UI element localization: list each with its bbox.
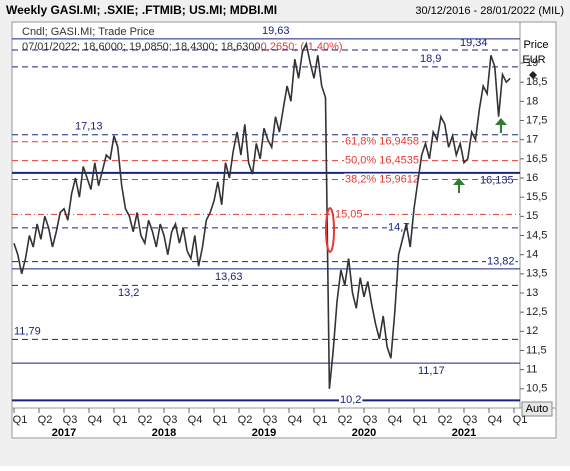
y-tick-label: 17,5	[526, 114, 547, 126]
x-tick-label: Q3	[463, 414, 478, 426]
auto-button[interactable]	[521, 401, 553, 417]
level-label: 19,34	[460, 37, 488, 49]
x-tick-label: Q3	[363, 414, 378, 426]
x-tick-label: Q1	[13, 414, 28, 426]
up-arrow	[495, 118, 507, 133]
x-tick-label: Q4	[288, 414, 303, 426]
y-tick-label: 15	[526, 210, 538, 222]
level-label-bg	[334, 208, 364, 221]
date-range: 30/12/2016 - 28/01/2022 (MIL)	[415, 5, 564, 17]
y-tick-label: 10,5	[526, 383, 547, 395]
y-axis-label: Price	[523, 39, 548, 51]
y-tick-label: 13,5	[526, 268, 547, 280]
x-tick-label: Q1	[113, 414, 128, 426]
level-label: 13,63	[215, 271, 243, 283]
level-label: 13,82	[487, 255, 515, 267]
x-tick-label: Q4	[488, 414, 503, 426]
level-label-bg	[344, 154, 421, 167]
year-label: 2018	[152, 427, 176, 439]
y-tick-label: 15,5	[526, 191, 547, 203]
x-tick-label: Q2	[238, 414, 253, 426]
auto-button-label[interactable]: Auto	[526, 403, 549, 415]
level-label: 11,17	[418, 365, 445, 377]
last-price-marker	[529, 71, 537, 79]
level-label: 18,9	[420, 53, 441, 65]
level-label-bg	[486, 255, 516, 268]
level-label: 16,135	[480, 175, 514, 187]
plot-area	[11, 21, 521, 409]
x-axis-area	[11, 407, 557, 439]
y-tick-label: 12,5	[526, 306, 547, 318]
level-label: 15,05	[335, 208, 363, 220]
x-tick-label: Q3	[263, 414, 278, 426]
legend-name: Cndl; GASI.MI; Trade Price	[22, 26, 155, 38]
level-label: 17,13	[75, 121, 103, 133]
level-label: 19,63	[262, 25, 290, 37]
year-label: 2020	[352, 427, 376, 439]
x-tick-label: Q3	[163, 414, 178, 426]
up-arrow	[453, 178, 465, 193]
x-tick-label: Q2	[338, 414, 353, 426]
x-tick-label: Q4	[188, 414, 203, 426]
level-label: 50,0% 16,4535	[345, 155, 419, 167]
x-tick-label: Q4	[88, 414, 103, 426]
x-tick-label: Q3	[63, 414, 78, 426]
level-label: 13,2	[118, 287, 139, 299]
y-tick-label: 13	[526, 287, 538, 299]
legend-ohlc: 07/01/2022; 18,6000; 19,0850; 18,4300; 1…	[22, 41, 264, 53]
chart-title: Weekly GASI.MI; .SXIE; .FTMIB; US.MI; MD…	[6, 3, 277, 17]
y-tick-label: 14,5	[526, 229, 547, 241]
y-tick-label: 12	[526, 325, 538, 337]
level-label: 38,2% 15,9612	[345, 173, 419, 185]
level-label-bg	[344, 135, 421, 148]
legend-change: -0,2650; (-1,40%)	[257, 41, 343, 53]
y-tick-label: 19	[526, 57, 538, 69]
y-axis-area	[519, 21, 557, 409]
y-tick-label: 11	[526, 364, 537, 376]
x-tick-label: Q2	[38, 414, 53, 426]
x-tick-label: Q1	[213, 414, 228, 426]
x-tick-label: Q1	[513, 414, 528, 426]
year-label: 2021	[452, 427, 476, 439]
y-tick-label: 18,5	[526, 76, 547, 88]
level-label: 61,8% 16,9458	[345, 136, 419, 148]
x-tick-label: Q1	[413, 414, 428, 426]
y-tick-label: 16,5	[526, 153, 547, 165]
x-tick-label: Q2	[438, 414, 453, 426]
x-tick-label: Q4	[388, 414, 403, 426]
y-tick-label: 14	[526, 249, 538, 261]
highlight-oval	[325, 207, 335, 253]
x-tick-label: Q2	[138, 414, 153, 426]
y-tick-label: 18	[526, 95, 538, 107]
y-axis-unit: EUR	[522, 54, 545, 66]
y-tick-label: 17	[526, 134, 538, 146]
price-line	[13, 41, 511, 389]
level-label-bg	[344, 173, 421, 186]
level-label: 10,2	[340, 394, 361, 406]
level-label: 11,79	[14, 325, 41, 337]
year-label: 2019	[252, 427, 276, 439]
level-label-bg	[339, 394, 363, 407]
x-tick-label: Q1	[313, 414, 328, 426]
y-tick-label: 11,5	[526, 344, 547, 356]
y-tick-label: 16	[526, 172, 538, 184]
year-label: 2017	[52, 427, 76, 439]
